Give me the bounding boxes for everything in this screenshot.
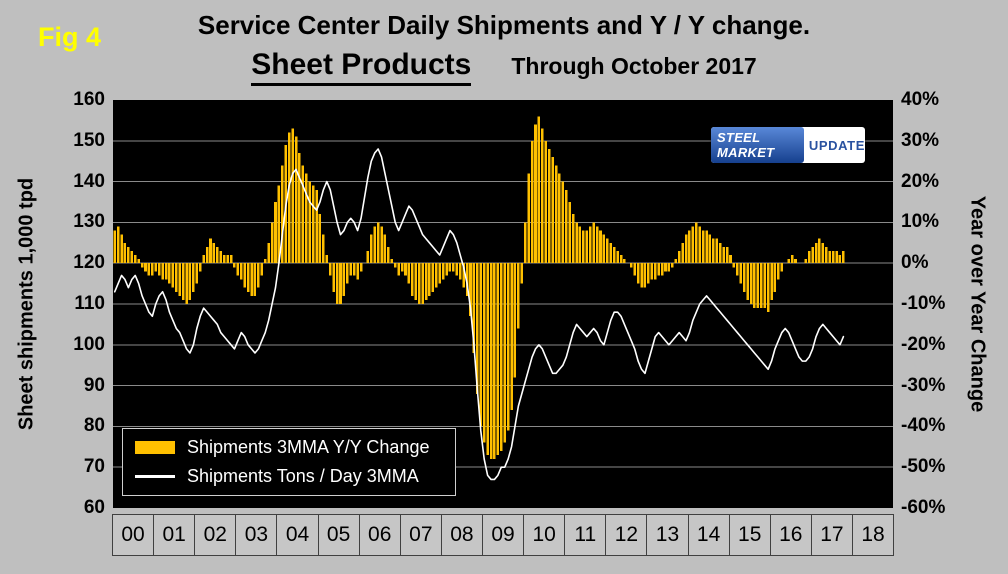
right-axis-tick: 20% bbox=[901, 170, 940, 192]
steel-market-update-logo: STEEL MARKET UPDATE bbox=[711, 127, 865, 163]
legend-label: Shipments 3MMA Y/Y Change bbox=[187, 437, 430, 457]
year-label: 08 bbox=[442, 515, 483, 555]
shipments-line bbox=[113, 148, 845, 481]
right-axis-tick: 30% bbox=[901, 129, 940, 151]
logo-update-text: UPDATE bbox=[808, 137, 865, 153]
chart-title: Service Center Daily Shipments and Y / Y… bbox=[197, 10, 811, 40]
year-label: 15 bbox=[730, 515, 771, 555]
year-label: 12 bbox=[606, 515, 648, 555]
left-axis-tick: 100 bbox=[73, 333, 105, 355]
logo-steel-market-text: STEEL MARKET bbox=[711, 127, 804, 163]
left-axis-tick: 110 bbox=[74, 293, 105, 314]
right-axis-tick: -10% bbox=[901, 293, 946, 314]
left-axis-tick: 130 bbox=[73, 211, 105, 233]
year-label: 17 bbox=[812, 515, 853, 555]
year-label: 16 bbox=[771, 515, 812, 555]
year-label: 01 bbox=[154, 515, 196, 555]
legend-label: Shipments Tons / Day 3MMA bbox=[187, 466, 419, 486]
year-label: 05 bbox=[319, 515, 360, 555]
right-axis-tick: -20% bbox=[901, 333, 946, 355]
left-axis-tick: 80 bbox=[83, 415, 105, 437]
year-label: 13 bbox=[647, 515, 689, 555]
left-axis-tick: 60 bbox=[83, 497, 105, 518]
legend-line-swatch bbox=[135, 475, 175, 478]
right-axis-tick: 40% bbox=[901, 89, 940, 110]
year-label: 18 bbox=[861, 523, 885, 546]
year-label: 09 bbox=[483, 515, 525, 555]
year-label: 02 bbox=[195, 515, 237, 555]
plot-svg bbox=[113, 116, 893, 481]
year-label: 07 bbox=[401, 515, 442, 555]
legend-item: Shipments 3MMA Y/Y Change bbox=[135, 437, 443, 458]
chart-subtitle-row: Sheet Products Through October 2017 bbox=[0, 48, 1008, 86]
year-label: 00 bbox=[113, 515, 155, 555]
left-axis-tick: 70 bbox=[83, 456, 105, 478]
fig-number-label: Fig 4 bbox=[38, 22, 102, 52]
x-axis-year-strip: 00 01 02 03 04 05 06 07 08 09 10 11 12 13 14 15 16 17 18 bbox=[112, 514, 894, 556]
left-axis-title: Sheet shipments 1,000 tpd bbox=[15, 177, 38, 431]
year-label: 04 bbox=[277, 515, 319, 555]
left-axis-tick: 150 bbox=[73, 129, 105, 151]
year-label: 10 bbox=[524, 515, 566, 555]
year-label: 14 bbox=[689, 515, 730, 555]
legend-item: Shipments Tons / Day 3MMA bbox=[135, 466, 443, 487]
chart-legend: Shipments 3MMA Y/Y Change Shipments Tons … bbox=[122, 428, 456, 496]
chart-period-label: Through October 2017 bbox=[511, 53, 757, 79]
right-axis-tick: -60% bbox=[901, 497, 946, 518]
gridlines bbox=[113, 140, 893, 468]
yy-change-bars bbox=[113, 116, 845, 460]
right-axis-tick: -50% bbox=[901, 456, 946, 478]
right-axis-tick: -30% bbox=[901, 374, 946, 396]
right-axis-tick: 0% bbox=[901, 252, 929, 274]
year-label: 11 bbox=[565, 515, 607, 555]
left-axis-tick: 120 bbox=[73, 252, 105, 274]
left-axis-tick: 160 bbox=[73, 89, 105, 110]
left-axis-tick: 140 bbox=[73, 170, 105, 192]
right-axis-tick: -40% bbox=[901, 415, 946, 437]
year-label: 03 bbox=[236, 515, 278, 555]
chart-subtitle: Sheet Products bbox=[251, 48, 472, 86]
legend-bar-swatch bbox=[135, 441, 175, 454]
right-axis-tick: 10% bbox=[901, 211, 940, 233]
left-axis-tick: 90 bbox=[83, 374, 105, 396]
year-label: 06 bbox=[360, 515, 401, 555]
